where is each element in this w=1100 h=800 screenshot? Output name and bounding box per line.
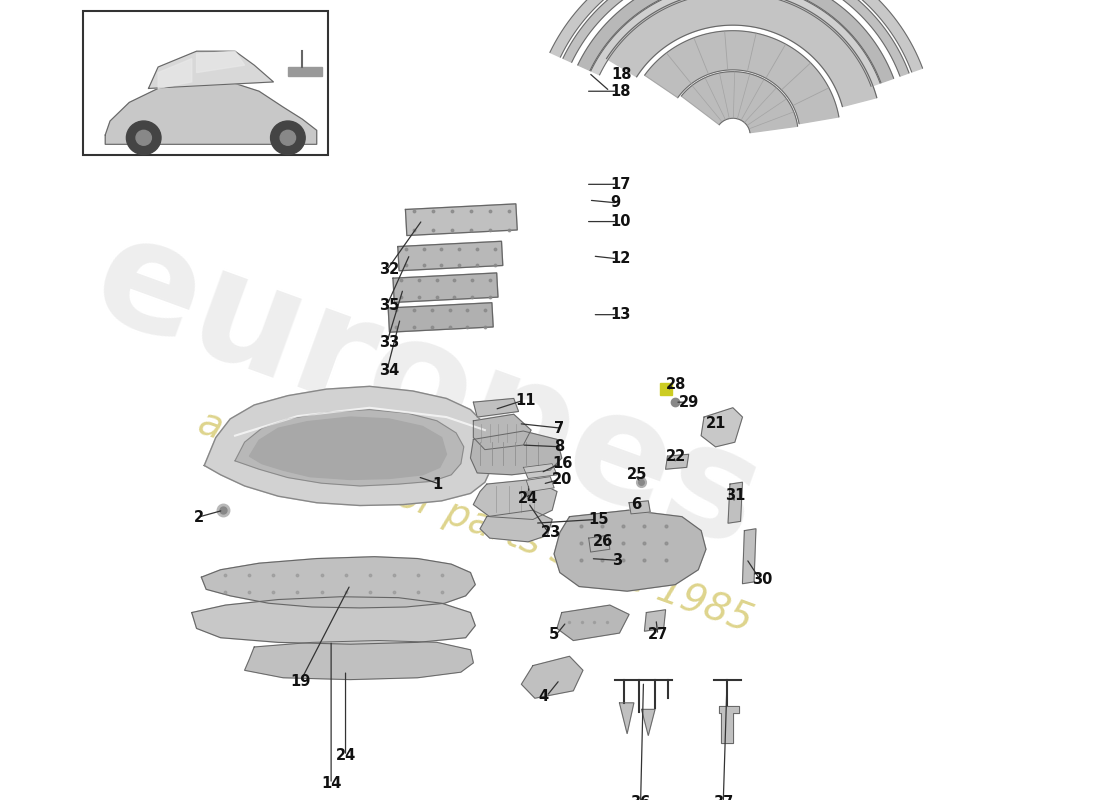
Polygon shape [406, 204, 517, 235]
Text: 14: 14 [321, 776, 341, 791]
Polygon shape [480, 510, 552, 542]
Polygon shape [606, 0, 877, 106]
Polygon shape [526, 477, 554, 491]
Text: 2: 2 [194, 510, 205, 525]
Polygon shape [473, 414, 531, 450]
Text: 3: 3 [612, 553, 621, 568]
Polygon shape [578, 0, 893, 82]
Text: 17: 17 [609, 177, 630, 192]
Polygon shape [521, 656, 583, 698]
Text: 8: 8 [554, 439, 564, 454]
Polygon shape [235, 410, 464, 486]
Polygon shape [645, 30, 839, 124]
Text: 37: 37 [713, 795, 734, 800]
Polygon shape [645, 610, 665, 631]
Text: 20: 20 [552, 472, 572, 487]
Polygon shape [473, 479, 557, 519]
Polygon shape [554, 510, 706, 591]
Polygon shape [557, 605, 629, 641]
Circle shape [126, 121, 161, 154]
Polygon shape [524, 464, 557, 478]
Text: 36: 36 [630, 795, 651, 800]
Polygon shape [629, 501, 650, 514]
Polygon shape [681, 72, 798, 133]
Text: 28: 28 [666, 377, 686, 392]
Text: 4: 4 [539, 689, 549, 704]
Text: 9: 9 [609, 195, 620, 210]
Text: 26: 26 [593, 534, 613, 550]
Text: 15: 15 [588, 512, 609, 527]
Text: europes: europes [75, 202, 780, 580]
Text: 33: 33 [379, 335, 399, 350]
Text: 24: 24 [336, 749, 355, 763]
Polygon shape [701, 408, 743, 447]
Polygon shape [742, 529, 756, 584]
Text: 18: 18 [609, 84, 630, 98]
Polygon shape [158, 58, 191, 89]
Polygon shape [473, 398, 518, 417]
Text: 12: 12 [609, 251, 630, 266]
Text: 35: 35 [379, 298, 399, 313]
Polygon shape [471, 431, 562, 474]
Text: 19: 19 [290, 674, 310, 689]
Text: 22: 22 [666, 449, 685, 464]
Text: 5: 5 [548, 627, 559, 642]
Circle shape [280, 130, 296, 146]
Polygon shape [619, 703, 634, 734]
Polygon shape [666, 454, 689, 469]
Bar [84, 11, 328, 155]
Polygon shape [288, 67, 321, 76]
Text: 18: 18 [612, 67, 632, 82]
Text: 7: 7 [554, 421, 564, 436]
Text: 25: 25 [627, 467, 648, 482]
Text: 23: 23 [540, 525, 561, 540]
Polygon shape [563, 0, 909, 76]
Text: 16: 16 [552, 456, 572, 471]
Text: a passion for parts since 1985: a passion for parts since 1985 [192, 403, 758, 639]
Text: 27: 27 [648, 627, 668, 642]
Polygon shape [250, 417, 447, 479]
Polygon shape [388, 302, 493, 332]
Polygon shape [588, 535, 609, 552]
Circle shape [271, 121, 305, 154]
Text: 31: 31 [725, 488, 746, 502]
Text: 34: 34 [379, 363, 399, 378]
Text: 32: 32 [379, 262, 399, 278]
Circle shape [136, 130, 152, 146]
Polygon shape [191, 597, 475, 644]
Polygon shape [591, 0, 880, 86]
Polygon shape [205, 386, 495, 506]
Text: 30: 30 [752, 571, 772, 586]
Text: 13: 13 [609, 307, 630, 322]
Text: 10: 10 [609, 214, 630, 229]
Text: 11: 11 [516, 393, 536, 408]
Polygon shape [201, 557, 475, 608]
Text: 21: 21 [706, 416, 726, 431]
Polygon shape [148, 51, 274, 89]
Polygon shape [728, 482, 743, 523]
Polygon shape [106, 82, 317, 144]
Text: 24: 24 [518, 490, 538, 506]
Polygon shape [719, 706, 738, 743]
Polygon shape [550, 0, 923, 72]
Polygon shape [244, 641, 473, 679]
Polygon shape [197, 51, 244, 73]
Polygon shape [641, 710, 654, 735]
Text: 29: 29 [679, 394, 700, 410]
Text: 1: 1 [432, 477, 442, 491]
Text: 6: 6 [631, 497, 641, 512]
Polygon shape [393, 273, 498, 302]
Polygon shape [398, 242, 503, 270]
